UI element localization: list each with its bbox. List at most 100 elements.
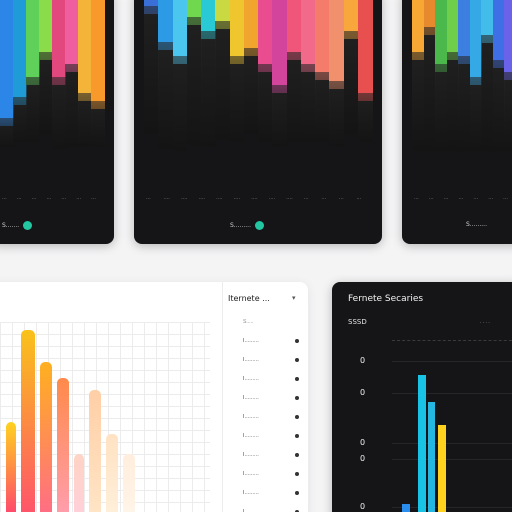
bullet-icon xyxy=(295,491,299,495)
chart-bar xyxy=(258,0,273,143)
list-item-label: I......... xyxy=(243,490,259,496)
list-item[interactable]: I......... xyxy=(243,433,299,439)
bar-top-segment xyxy=(258,0,273,73)
side-panel xyxy=(222,282,308,512)
x-tick-label: .... xyxy=(286,195,293,201)
chart-bar xyxy=(52,0,66,149)
bar-top-segment xyxy=(343,0,359,40)
list-item[interactable]: I......... xyxy=(243,490,299,496)
light-chart-card: Iternete ... ▾ S..... I......... I.......… xyxy=(0,282,308,512)
chart-bar xyxy=(39,0,53,135)
bullet-icon xyxy=(295,358,299,362)
chart-bar xyxy=(0,0,14,147)
bar-dark-segment xyxy=(446,51,459,151)
chart-bar xyxy=(286,0,302,143)
chart-card-2: ........................................… xyxy=(134,0,382,244)
bullet-icon xyxy=(295,396,299,400)
chart-bar xyxy=(172,0,188,151)
chart-bar xyxy=(329,0,344,147)
bar-top-segment xyxy=(458,0,471,64)
bullet-icon xyxy=(295,510,299,512)
grid-line xyxy=(392,507,512,508)
chart-bar xyxy=(123,454,135,512)
x-tick-label: ... xyxy=(61,195,67,201)
panel-header: S..... xyxy=(243,319,254,325)
x-tick-label: ... xyxy=(146,195,151,201)
panel-title: Iternete ... xyxy=(228,294,270,303)
list-item[interactable]: I......... xyxy=(243,376,299,382)
bar-dark-segment xyxy=(469,76,482,151)
chevron-down-icon[interactable]: ▾ xyxy=(292,295,296,302)
bullet-icon xyxy=(295,472,299,476)
list-item[interactable]: I......... xyxy=(243,414,299,420)
chart-bar xyxy=(243,0,259,135)
status-dot-icon[interactable] xyxy=(23,221,33,230)
chart-bar xyxy=(469,0,482,151)
chart-bar xyxy=(357,0,373,143)
bar-top-segment xyxy=(65,0,79,73)
bar-top-segment xyxy=(504,0,512,81)
chart-bar xyxy=(26,0,40,143)
list-item[interactable]: I......... xyxy=(243,471,299,477)
bar-top-segment xyxy=(0,0,14,126)
chart-bar xyxy=(21,330,35,512)
card-subtitle: SSSD xyxy=(348,318,367,326)
grid-line xyxy=(392,443,512,444)
list-item-label: I......... xyxy=(243,433,259,439)
bar-dark-segment xyxy=(343,31,359,135)
bar-top-segment xyxy=(286,0,302,60)
chart-bar xyxy=(315,0,330,143)
chart-card-3: ..................... S......... xyxy=(402,0,512,244)
bar-top-segment xyxy=(357,0,373,101)
reference-line xyxy=(392,340,512,341)
bar-dark-segment xyxy=(412,51,425,151)
y-tick-label: 0 xyxy=(360,438,366,447)
chart-bar xyxy=(158,0,173,149)
bar-top-segment xyxy=(492,0,505,69)
x-tick-label: .... xyxy=(163,195,170,201)
list-item[interactable]: I......... xyxy=(243,338,299,344)
bar-top-segment xyxy=(172,0,188,64)
status-dot-icon[interactable] xyxy=(254,221,264,230)
list-item[interactable]: I......... xyxy=(243,357,299,363)
card-footer: S......... xyxy=(466,221,487,228)
chart-card-1: ..................... S....... xyxy=(0,0,114,244)
list-item-label: I......... xyxy=(243,338,259,344)
series-chart-card: Fernete Secaries SSSD . . . . 0 0 0 0 0 xyxy=(332,282,512,512)
bar-dark-segment xyxy=(39,51,53,135)
bar-dark-segment xyxy=(286,51,302,143)
bar-dark-segment xyxy=(158,41,173,149)
chart-bar xyxy=(91,0,105,147)
list-item[interactable]: I......... xyxy=(243,509,299,512)
chart-bar xyxy=(201,0,216,147)
bar-dark-segment xyxy=(26,76,40,143)
bullet-icon xyxy=(295,415,299,419)
bar-top-segment xyxy=(201,0,216,40)
list-item-label: I......... xyxy=(243,376,259,382)
chart-bar xyxy=(144,0,159,135)
bar-dark-segment xyxy=(13,97,27,143)
list-item[interactable]: I......... xyxy=(243,395,299,401)
x-tick-label: ... xyxy=(443,195,449,201)
bullet-icon xyxy=(295,339,299,343)
bar-dark-segment xyxy=(504,72,512,151)
x-tick-label: ... xyxy=(16,195,22,201)
x-tick-label: .... xyxy=(181,195,188,201)
list-item-label: I......... xyxy=(243,357,259,363)
chart-bar xyxy=(215,0,230,141)
chart-bar xyxy=(458,0,471,151)
x-tick-label: ... xyxy=(458,195,464,201)
chart-bar xyxy=(186,0,202,145)
bar-dark-segment xyxy=(78,93,92,147)
footer-label: S......... xyxy=(466,221,487,228)
chart-bar xyxy=(423,0,436,151)
chart-bar xyxy=(6,422,16,512)
x-axis-ticks: ..................... xyxy=(0,195,114,203)
chart-bar xyxy=(78,0,92,147)
chart-grid xyxy=(0,322,210,512)
bar-dark-segment xyxy=(492,60,505,151)
list-item[interactable]: I......... xyxy=(243,452,299,458)
x-tick-label: ... xyxy=(414,195,419,201)
chart-bar xyxy=(65,0,79,147)
x-tick-label: ... xyxy=(91,195,96,201)
